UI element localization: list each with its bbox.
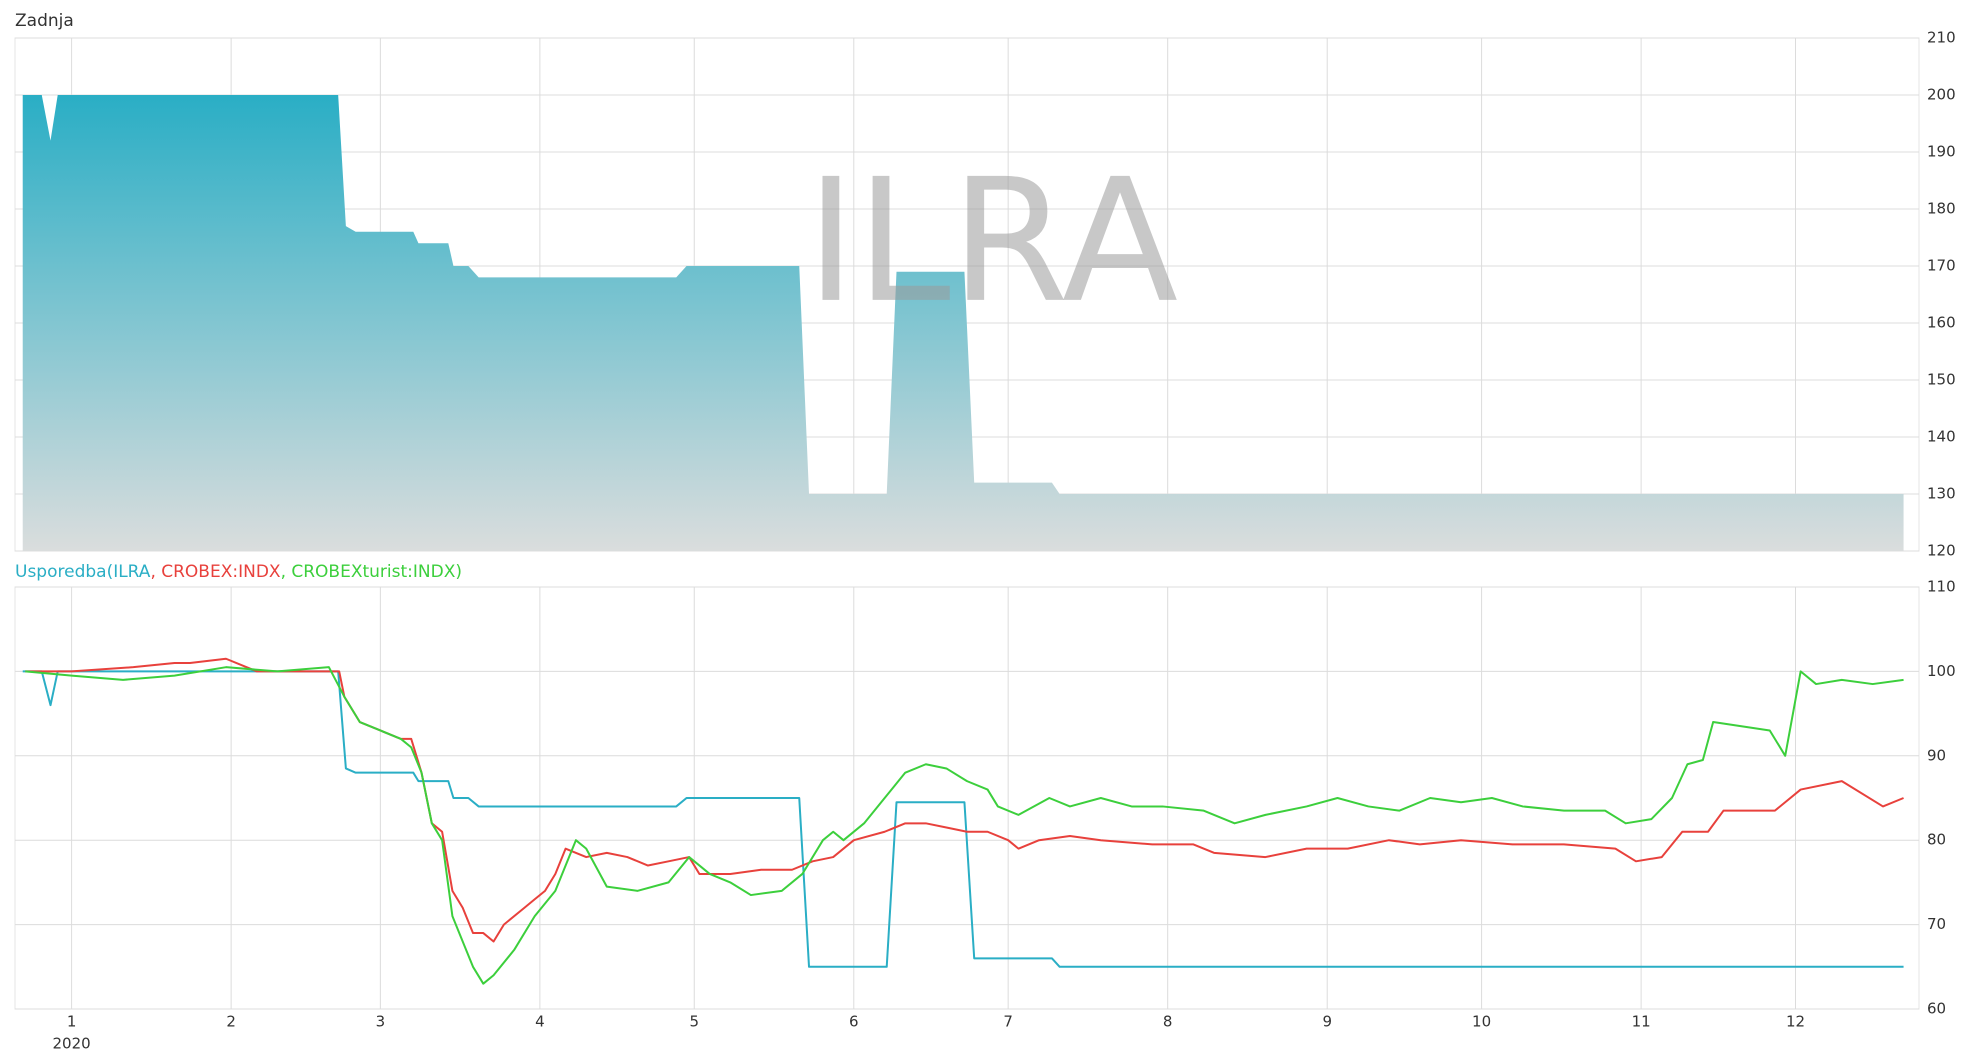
x-tick-label: 7 [1003, 1013, 1013, 1031]
x-tick-label: 10 [1472, 1013, 1491, 1031]
y-tick-label: 200 [1927, 86, 1956, 104]
y-tick-label: 210 [1927, 29, 1956, 47]
line-series [25, 657, 1904, 943]
x-tick-label: 4 [535, 1013, 545, 1031]
y-tick-label: 60 [1927, 1000, 1946, 1018]
y-tick-label: 80 [1927, 831, 1946, 849]
y-tick-label: 170 [1927, 257, 1956, 275]
title-part: Usporedba(ILRA [15, 562, 151, 582]
chart-title: Usporedba(ILRA, CROBEX:INDX, CROBEXturis… [15, 562, 462, 582]
line-series [22, 670, 1904, 968]
x-tick-label: 9 [1322, 1013, 1332, 1031]
y-tick-label: 180 [1927, 200, 1956, 218]
y-tick-label: 70 [1927, 915, 1946, 933]
y-tick-label: 150 [1927, 371, 1956, 389]
y-tick-label: 140 [1927, 428, 1956, 446]
y-tick-label: 100 [1927, 662, 1956, 680]
area [22, 95, 1904, 551]
title-part: , CROBEX:INDX [150, 562, 280, 582]
y-tick-label: 160 [1927, 314, 1956, 332]
y-tick-label: 130 [1927, 485, 1956, 503]
title-part: , CROBEXturist:INDX) [281, 562, 462, 582]
watermark: ILRA [806, 143, 1178, 341]
chart-title: Zadnja [15, 11, 74, 31]
x-tick-label: 12 [1786, 1013, 1805, 1031]
x-tick-label: 8 [1163, 1013, 1173, 1031]
y-tick-label: 90 [1927, 746, 1946, 764]
x-tick-label: 3 [376, 1013, 386, 1031]
x-tick-label: 2 [226, 1013, 236, 1031]
plot-frame [14, 586, 1920, 1010]
x-axis-label: 2020 [53, 1035, 91, 1053]
x-tick-label: 6 [849, 1013, 859, 1031]
line-series [25, 666, 1904, 985]
x-tick-label: 5 [689, 1013, 699, 1031]
y-tick-label: 110 [1927, 578, 1956, 596]
y-tick-label: 190 [1927, 143, 1956, 161]
x-tick-label: 1 [67, 1013, 77, 1031]
x-tick-label: 11 [1632, 1013, 1651, 1031]
y-tick-label: 120 [1927, 542, 1956, 560]
